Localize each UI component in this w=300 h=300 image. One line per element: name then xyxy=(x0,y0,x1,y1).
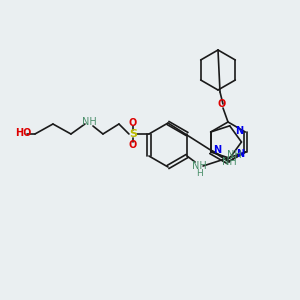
Text: NH: NH xyxy=(82,117,96,127)
Text: S: S xyxy=(129,129,137,139)
Text: N: N xyxy=(236,149,244,159)
Text: N: N xyxy=(235,126,243,136)
Text: N: N xyxy=(214,145,222,155)
Text: O: O xyxy=(129,140,137,150)
Text: NH: NH xyxy=(222,157,237,167)
Text: HO: HO xyxy=(15,128,31,138)
Text: NH: NH xyxy=(227,150,242,160)
Text: O: O xyxy=(218,99,226,109)
Text: H: H xyxy=(196,169,202,178)
Text: NH: NH xyxy=(192,161,206,171)
Text: O: O xyxy=(129,118,137,128)
